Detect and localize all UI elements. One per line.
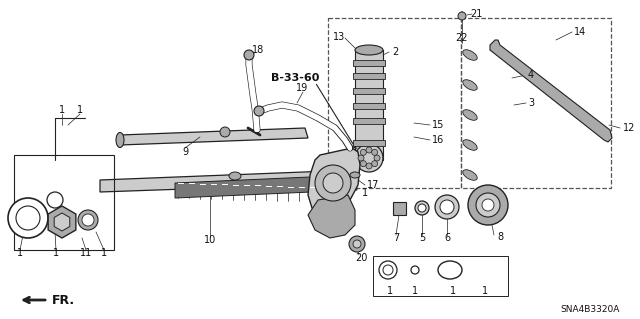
Text: 21: 21 [470, 9, 482, 19]
Polygon shape [120, 128, 308, 145]
Circle shape [366, 163, 372, 169]
Polygon shape [175, 175, 357, 198]
Bar [373, 256, 508, 296]
Circle shape [16, 206, 40, 230]
Ellipse shape [411, 266, 419, 274]
Text: 8: 8 [497, 232, 503, 242]
Text: 22: 22 [456, 33, 468, 43]
Circle shape [323, 173, 343, 193]
Text: 14: 14 [574, 27, 586, 37]
Text: 13: 13 [333, 32, 345, 42]
Ellipse shape [350, 172, 360, 178]
Text: 2: 2 [392, 47, 398, 57]
Ellipse shape [463, 170, 477, 180]
Bar [393, 202, 406, 215]
Text: 10: 10 [204, 235, 216, 245]
Ellipse shape [463, 80, 477, 90]
Circle shape [244, 50, 254, 60]
Text: 1: 1 [482, 286, 488, 296]
Text: 1: 1 [59, 105, 65, 115]
Ellipse shape [438, 261, 462, 279]
Text: FR.: FR. [52, 293, 75, 307]
Circle shape [254, 106, 264, 116]
Bar [353, 103, 385, 109]
Circle shape [360, 161, 366, 167]
Circle shape [415, 201, 429, 215]
Circle shape [355, 144, 383, 172]
Text: 1: 1 [362, 188, 368, 198]
Text: 3: 3 [528, 98, 534, 108]
Circle shape [358, 155, 364, 161]
Bar [353, 60, 385, 66]
Ellipse shape [379, 261, 397, 279]
Text: 11: 11 [80, 248, 92, 258]
Circle shape [435, 195, 459, 219]
Ellipse shape [229, 172, 241, 180]
Circle shape [482, 199, 494, 211]
Circle shape [360, 149, 366, 155]
Bar [14, 155, 114, 250]
Text: 15: 15 [432, 120, 444, 130]
Circle shape [372, 149, 378, 155]
Bar [353, 140, 385, 146]
Circle shape [372, 161, 378, 167]
Polygon shape [54, 213, 70, 231]
Circle shape [476, 193, 500, 217]
Circle shape [78, 210, 98, 230]
Polygon shape [48, 206, 76, 238]
Circle shape [440, 200, 454, 214]
Text: SNA4B3320A: SNA4B3320A [560, 306, 620, 315]
Text: 6: 6 [444, 233, 450, 243]
Circle shape [353, 240, 361, 248]
Bar [353, 118, 385, 124]
Circle shape [315, 165, 351, 201]
Text: 4: 4 [528, 70, 534, 80]
Text: B-33-60: B-33-60 [271, 73, 319, 83]
Text: 19: 19 [296, 83, 308, 93]
Ellipse shape [463, 110, 477, 120]
Bar [328, 18, 461, 188]
Text: 5: 5 [419, 233, 425, 243]
Circle shape [220, 127, 230, 137]
Text: 1: 1 [412, 286, 418, 296]
Text: 18: 18 [252, 45, 264, 55]
Circle shape [366, 147, 372, 153]
Text: 1: 1 [101, 248, 107, 258]
Text: 7: 7 [393, 233, 399, 243]
Circle shape [468, 185, 508, 225]
Bar [353, 88, 385, 94]
Circle shape [374, 155, 380, 161]
Ellipse shape [355, 45, 383, 55]
Polygon shape [308, 195, 355, 238]
Circle shape [418, 204, 426, 212]
Text: 16: 16 [432, 135, 444, 145]
Bar [461, 18, 611, 188]
Text: 1: 1 [17, 248, 23, 258]
Text: 1: 1 [387, 286, 393, 296]
Ellipse shape [463, 140, 477, 150]
Bar [355, 50, 383, 160]
Text: 1: 1 [53, 248, 59, 258]
Text: 9: 9 [182, 147, 188, 157]
Text: 20: 20 [355, 253, 367, 263]
Polygon shape [490, 40, 612, 142]
Circle shape [47, 192, 63, 208]
Text: 17: 17 [367, 180, 380, 190]
Ellipse shape [116, 132, 124, 147]
Circle shape [82, 214, 94, 226]
Text: 1: 1 [77, 105, 83, 115]
Polygon shape [308, 148, 360, 215]
Circle shape [458, 12, 466, 20]
Ellipse shape [383, 265, 393, 275]
Text: 1: 1 [450, 286, 456, 296]
Polygon shape [100, 170, 357, 192]
Text: 12: 12 [623, 123, 636, 133]
Bar [353, 73, 385, 79]
Circle shape [8, 198, 48, 238]
Ellipse shape [463, 50, 477, 60]
Circle shape [349, 236, 365, 252]
